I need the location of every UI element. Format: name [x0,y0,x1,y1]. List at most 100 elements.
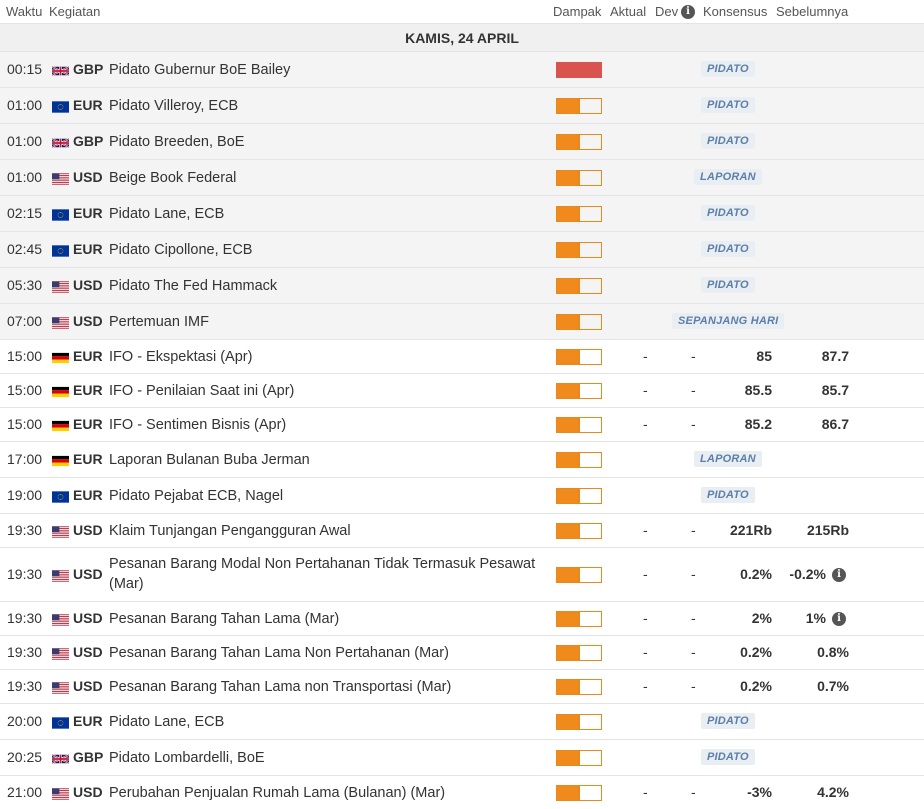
event-name[interactable]: IFO - Penilaian Saat ini (Apr) [109,383,295,399]
info-icon[interactable]: i [832,568,846,582]
event-name[interactable]: IFO - Sentimen Bisnis (Apr) [109,417,287,433]
impact-segment [579,679,602,695]
impact-segment [579,645,602,661]
impact-indicator [556,314,602,330]
event-time: 20:25 [7,749,43,765]
table-row[interactable]: 02:15 EUR Pidato Lane, ECB PIDATO [0,196,924,232]
table-row[interactable]: 00:15 GBP Pidato Gubernur BoE Bailey PIDATO [0,52,924,88]
table-row[interactable]: 20:25 GBP Pidato Lombardelli, BoE PIDATO [0,740,924,776]
impact-segment [579,206,602,222]
event-time: 15:00 [7,382,43,398]
impact-segment [556,278,579,294]
table-row[interactable]: 19:00 EUR Pidato Pejabat ECB, Nagel PIDATO [0,478,924,514]
currency-code: EUR [73,451,103,467]
header-time: Waktu [6,4,43,19]
table-row[interactable]: 07:00 USD Pertemuan IMF SEPANJANG HARI [0,304,924,340]
currency-code: EUR [73,382,103,398]
event-time: 02:45 [7,241,43,257]
impact-indicator [556,417,602,433]
table-row[interactable]: 05:30 USD Pidato The Fed Hammack PIDATO [0,268,924,304]
event-name[interactable]: Pesanan Barang Tahan Lama non Transporta… [109,679,452,695]
table-row[interactable]: 17:00 EUR Laporan Bulanan Buba Jerman LAPOR… [0,442,924,478]
event-type-badge: PIDATO [701,97,755,113]
info-icon[interactable]: i [832,612,846,626]
event-name[interactable]: Perubahan Penjualan Rumah Lama (Bulanan)… [109,785,446,801]
table-row[interactable]: 01:00 EUR Pidato Villeroy, ECB PIDATO [0,88,924,124]
event-time: 15:00 [7,348,43,364]
table-row[interactable]: 02:45 EUR Pidato Cipollone, ECB PIDATO [0,232,924,268]
impact-segment [556,750,579,766]
impact-indicator [556,383,602,399]
currency-code: USD [73,678,103,694]
table-row[interactable]: 19:30 USD Pesanan Barang Tahan Lama (Mar) -… [0,602,924,636]
impact-segment [556,611,579,627]
event-name[interactable]: Pidato Lane, ECB [109,206,225,222]
table-row[interactable]: 21:00 USD Perubahan Penjualan Rumah Lama (… [0,776,924,809]
currency-code: USD [73,610,103,626]
table-row[interactable]: 19:30 USD Pesanan Barang Modal Non Pertaha… [0,548,924,602]
event-name[interactable]: Pidato Gubernur BoE Bailey [109,62,291,78]
impact-segment [556,523,579,539]
event-name[interactable]: Pesanan Barang Modal Non Pertahanan Tida… [109,556,536,592]
event-name[interactable]: Pidato Pejabat ECB, Nagel [109,488,284,504]
impact-segment [579,278,602,294]
event-name[interactable]: Pidato Lombardelli, BoE [109,750,265,766]
table-row[interactable]: 01:00 GBP Pidato Breeden, BoE PIDATO [0,124,924,160]
consensus-value: 0.2% [740,644,772,660]
impact-segment [556,645,579,661]
header-previous: Sebelumnya [776,4,849,19]
impact-indicator [556,134,602,150]
event-name[interactable]: Pidato Villeroy, ECB [109,98,239,114]
event-name[interactable]: IFO - Ekspektasi (Apr) [109,349,253,365]
consensus-value: 85 [756,348,772,364]
event-name[interactable]: Pertemuan IMF [109,314,209,330]
table-row[interactable]: 15:00 EUR IFO - Sentimen Bisnis (Apr) - - 85.… [0,408,924,442]
currency-code: USD [73,644,103,660]
impact-segment [579,134,602,150]
impact-indicator [556,62,602,78]
event-name[interactable]: Pidato Cipollone, ECB [109,242,253,258]
impact-segment [579,611,602,627]
table-row[interactable]: 19:30 USD Pesanan Barang Tahan Lama Non Pe… [0,636,924,670]
consensus-value: 221Rb [729,522,772,538]
event-type-badge: PIDATO [701,749,755,765]
impact-indicator [556,98,602,114]
currency-code: EUR [73,97,103,113]
actual-value: - [643,566,648,582]
info-icon[interactable]: i [681,5,695,19]
actual-value: - [643,644,648,660]
impact-indicator [556,488,602,504]
table-row[interactable]: 19:30 USD Klaim Tunjangan Pengangguran Awa… [0,514,924,548]
event-time: 19:30 [7,644,43,660]
header-event: Kegiatan [49,4,101,19]
event-name[interactable]: Pidato The Fed Hammack [109,278,278,294]
table-row[interactable]: 19:30 USD Pesanan Barang Tahan Lama non Tr… [0,670,924,704]
impact-indicator [556,611,602,627]
table-row[interactable]: 20:00 EUR Pidato Lane, ECB PIDATO [0,704,924,740]
us-flag-icon [52,316,69,329]
impact-indicator [556,523,602,539]
table-row[interactable]: 01:00 USD Beige Book Federal LAPORAN [0,160,924,196]
event-name[interactable]: Pesanan Barang Tahan Lama Non Pertahanan… [109,645,449,661]
event-name[interactable]: Beige Book Federal [109,170,237,186]
impact-indicator [556,206,602,222]
event-name[interactable]: Pidato Lane, ECB [109,714,225,730]
impact-segment [579,488,602,504]
table-row[interactable]: 15:00 EUR IFO - Ekspektasi (Apr) - - 85 87.7 [0,340,924,374]
event-type-badge: PIDATO [701,61,755,77]
de-flag-icon [52,385,69,398]
impact-indicator [556,714,602,730]
table-header: Waktu Kegiatan Dampak Aktual Dev i Konse… [0,0,924,24]
event-time: 19:30 [7,610,43,626]
event-name[interactable]: Pesanan Barang Tahan Lama (Mar) [109,611,340,627]
event-name[interactable]: Klaim Tunjangan Pengangguran Awal [109,523,351,539]
event-name[interactable]: Laporan Bulanan Buba Jerman [109,452,310,468]
previous-value: -0.2% [789,566,826,582]
currency-code: USD [73,784,103,800]
gb-flag-icon [51,64,70,77]
previous-value: 215Rb [806,522,849,538]
event-name[interactable]: Pidato Breeden, BoE [109,134,245,150]
table-row[interactable]: 15:00 EUR IFO - Penilaian Saat ini (Apr) - -… [0,374,924,408]
impact-segment [556,134,579,150]
impact-segment [556,714,579,730]
